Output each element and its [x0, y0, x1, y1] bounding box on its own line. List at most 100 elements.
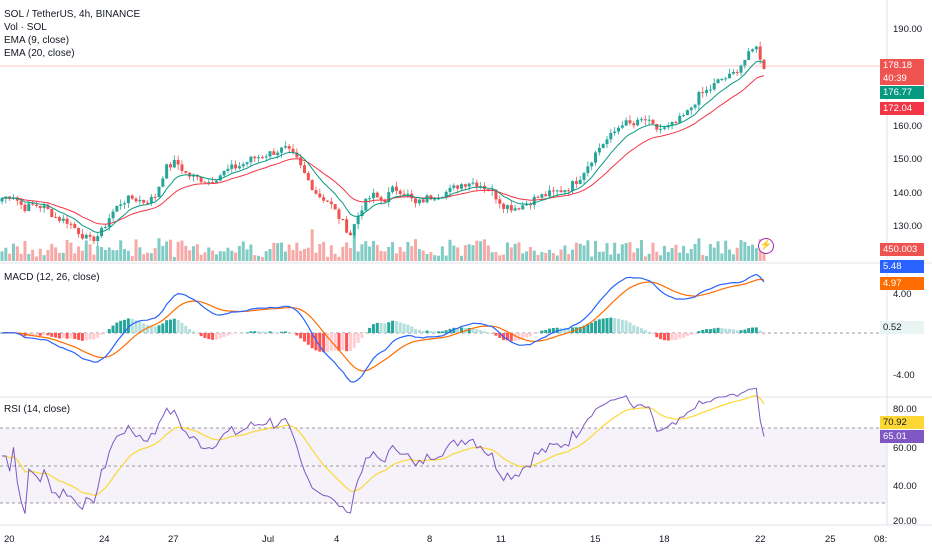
price-axis[interactable]: 190.00 160.00 150.00 140.00 130.00	[893, 24, 922, 232]
macd-histogram-bar	[115, 322, 119, 333]
macd-histogram-bar	[253, 331, 257, 333]
macd-histogram-bar	[325, 333, 329, 352]
candle-body	[325, 200, 329, 202]
candle-body	[142, 199, 146, 203]
volume-bar	[199, 254, 203, 261]
volume-bar	[157, 238, 161, 261]
volume-bar	[356, 251, 360, 261]
time-tick-11: 11	[496, 534, 506, 545]
macd-histogram-bar	[571, 327, 575, 333]
volume-bar	[452, 245, 456, 261]
volume-bar	[662, 245, 666, 261]
volume-bar	[509, 247, 513, 261]
candle-body	[639, 119, 643, 121]
candle-body	[494, 189, 498, 200]
macd-histogram-bar	[544, 330, 548, 333]
volume-bar	[11, 243, 15, 261]
macd-histogram-bar	[414, 328, 418, 333]
macd-legend[interactable]: MACD (12, 26, close)	[4, 271, 100, 284]
candle-body	[222, 170, 226, 176]
candle-body	[111, 211, 115, 219]
candle-body	[27, 203, 31, 211]
candle-body	[260, 157, 264, 159]
candle-body	[475, 182, 479, 188]
macd-histogram-bar	[69, 333, 73, 339]
macd-histogram-bar	[168, 319, 172, 333]
macd-histogram-bar	[149, 325, 153, 333]
volume-bar	[616, 253, 620, 261]
macd-histogram-bar	[594, 320, 598, 333]
ema-20-line	[1, 75, 765, 225]
macd-histogram-bar	[371, 324, 375, 333]
ema-9-line	[1, 60, 765, 234]
macd-histogram-bar	[42, 333, 46, 336]
volume-bar	[111, 250, 115, 261]
candle-body	[61, 218, 65, 221]
volume-bar	[693, 243, 697, 261]
volume-bar	[276, 243, 280, 261]
volume-bar	[291, 250, 295, 261]
macd-histogram-bar	[161, 323, 165, 333]
volume-bar	[371, 240, 375, 261]
volume-bar	[647, 253, 651, 261]
price-tick-140: 140.00	[893, 188, 922, 199]
candle-body	[586, 166, 590, 174]
rsi-tick-20: 20.00	[893, 516, 917, 527]
macd-histogram-bar	[670, 333, 674, 341]
candle-body	[291, 148, 295, 153]
candle-body	[383, 200, 387, 203]
symbol-title[interactable]: SOL / TetherUS, 4h, BINANCE	[4, 9, 141, 20]
macd-histogram-bar	[517, 333, 521, 341]
volume-bar	[337, 256, 341, 261]
ema20-legend[interactable]: EMA (20, close)	[4, 48, 75, 59]
macd-histogram-bar	[214, 333, 218, 340]
volume-bar	[540, 252, 544, 261]
volume-bar	[414, 239, 418, 261]
volume-bar	[444, 255, 448, 261]
rsi-axis[interactable]: 80.00 60.00 40.00 20.00	[893, 404, 917, 527]
candle-body	[172, 159, 176, 168]
volume-bar	[739, 240, 743, 261]
macd-histogram-bar	[666, 333, 670, 341]
time-tick-22: 22	[755, 534, 766, 545]
candle-body	[272, 151, 276, 155]
candle-body	[743, 60, 747, 66]
candle-body	[655, 123, 659, 130]
ema9-legend[interactable]: EMA (9, close)	[4, 35, 70, 46]
candle-body	[329, 201, 333, 205]
volume-bar	[115, 250, 119, 261]
volume-bar	[375, 244, 379, 261]
volume-bar	[391, 242, 395, 261]
volume-legend[interactable]: Vol · SOL	[4, 22, 47, 33]
macd-histogram-bar	[318, 333, 322, 352]
macd-histogram-bar	[425, 330, 429, 333]
macd-axis[interactable]: 4.00 -4.00	[893, 289, 915, 381]
volume-bar	[666, 251, 670, 261]
rsi-legend[interactable]: RSI (14, close)	[4, 403, 70, 416]
macd-histogram-bar	[528, 333, 532, 337]
volume-bar	[582, 245, 586, 261]
candle-body	[662, 127, 666, 129]
candle-body	[712, 83, 716, 90]
volume-bar	[176, 241, 180, 261]
candle-body	[532, 196, 536, 205]
macd-histogram-bar	[479, 330, 483, 333]
macd-histogram-bar	[421, 331, 425, 333]
volume-bar	[310, 229, 314, 261]
macd-histogram-bar	[437, 331, 441, 333]
macd-histogram-bar	[701, 329, 705, 333]
lightning-icon[interactable]: ⚡	[758, 238, 774, 254]
macd-histogram-bar	[100, 333, 104, 335]
candle-body	[536, 196, 540, 198]
macd-histogram-bar	[398, 322, 402, 333]
macd-histogram-bar	[0, 333, 4, 334]
volume-bar	[348, 248, 352, 261]
time-axis[interactable]: 20 24 27 Jul 4 8 11 15 18 22 25 08:	[4, 534, 887, 545]
volume-bar	[456, 247, 460, 261]
candle-body	[643, 119, 647, 121]
time-tick-18: 18	[659, 534, 670, 545]
macd-histogram-bar	[356, 333, 360, 343]
rsi-ma-line	[2, 394, 765, 496]
macd-histogram-bar	[123, 319, 127, 333]
